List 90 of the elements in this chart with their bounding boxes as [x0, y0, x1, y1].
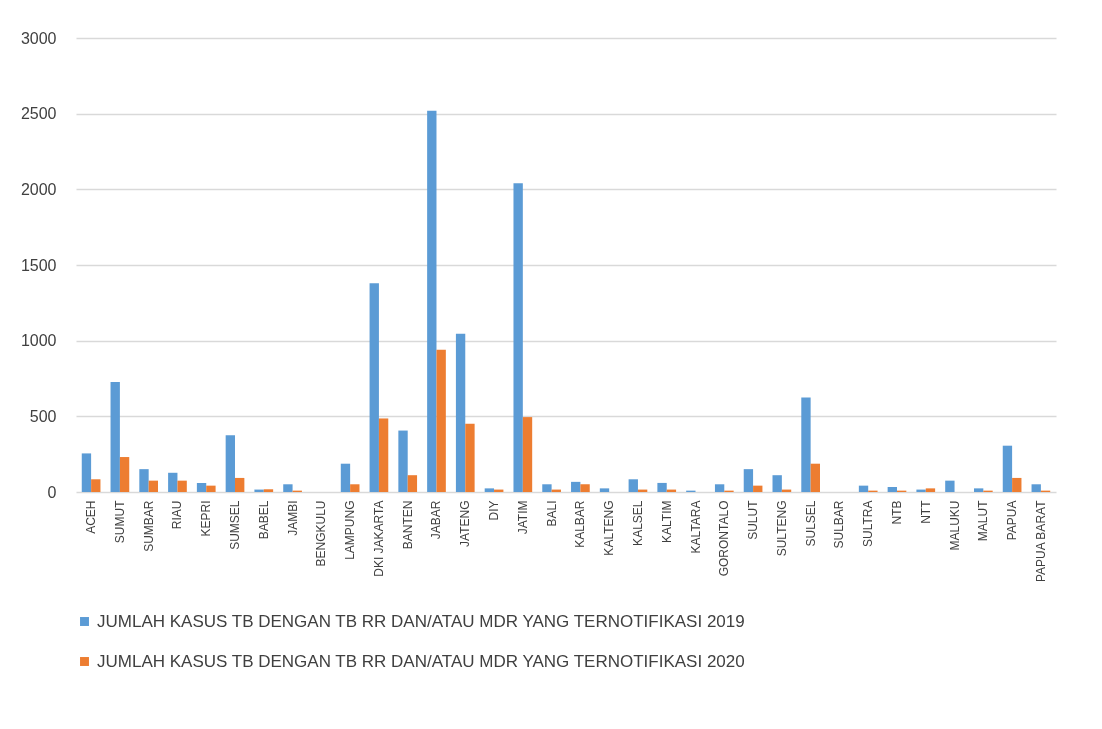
x-tick-label: KALTARA [688, 500, 703, 554]
bar [945, 480, 955, 492]
x-tick-label: SUMSEL [228, 500, 243, 550]
bar [1031, 484, 1041, 492]
y-tick-label: 3000 [20, 29, 57, 47]
bar [513, 183, 523, 492]
bar [369, 283, 379, 492]
legend-label: JUMLAH KASUS TB DENGAN TB RR DAN/ATAU MDR YANG TERNOTIFIKASI 2019 [97, 611, 745, 631]
bar [407, 475, 418, 492]
bar [580, 484, 590, 492]
y-tick-label: 1000 [20, 332, 57, 350]
bar [148, 480, 159, 492]
bar [657, 482, 667, 492]
x-tick-label: NTT [918, 499, 933, 524]
bar [801, 397, 811, 492]
bar [743, 469, 754, 492]
x-tick-label: ACEH [84, 500, 99, 534]
x-tick-label: SULUT [746, 499, 761, 540]
bar [177, 480, 187, 492]
bar [455, 333, 466, 492]
x-tick-label: SUMBAR [141, 500, 156, 552]
bar [139, 469, 149, 492]
bar [522, 417, 533, 492]
x-tick-label: SULSEL [803, 500, 818, 547]
bar [283, 484, 293, 492]
bar [810, 463, 820, 492]
y-tick-label: 0 [47, 483, 57, 501]
x-tick-label: PAPUA [1005, 500, 1020, 541]
x-tick-label: BALI [544, 500, 559, 527]
bar [398, 430, 408, 492]
bar [599, 488, 610, 492]
bar [542, 484, 552, 492]
x-tick-label: JAMBI [285, 500, 300, 536]
bar [1012, 477, 1022, 492]
bar [484, 488, 495, 492]
x-tick-label: GORONTALO [717, 500, 732, 577]
bar [350, 484, 360, 492]
x-tick-label: SULTRA [861, 500, 876, 547]
x-tick-label: SULBAR [832, 500, 847, 549]
bar [206, 485, 216, 492]
bar [571, 481, 581, 492]
bar [973, 488, 984, 492]
x-tick-label: KALTIM [659, 500, 674, 543]
bar [110, 381, 120, 492]
bar [168, 472, 178, 492]
x-tick-label: BABEL [256, 500, 271, 540]
x-tick-label: KEPRI [199, 500, 214, 537]
x-tick-label: MALUKU [947, 500, 962, 551]
bar [753, 485, 763, 492]
x-tick-label: SUMUT [112, 499, 127, 544]
bar [628, 479, 638, 492]
bar [378, 418, 389, 492]
bar [91, 479, 101, 492]
bar [427, 110, 437, 492]
x-tick-label: KALTENG [602, 500, 617, 556]
bar [465, 423, 475, 492]
y-tick-label: 2500 [20, 105, 57, 123]
x-tick-label: NTB [889, 500, 904, 525]
x-tick-label: JATENG [458, 500, 473, 547]
x-tick-label: KALSEL [630, 500, 645, 546]
x-tick-label: LAMPUNG [343, 500, 358, 560]
bar [1002, 445, 1013, 492]
bar [196, 482, 207, 492]
bar [235, 477, 245, 492]
y-tick-label: 2000 [20, 180, 57, 198]
x-tick-label: RIAU [170, 500, 185, 530]
bar [887, 487, 897, 492]
bar [925, 488, 936, 492]
y-tick-label: 500 [29, 407, 57, 425]
y-tick-label: 1500 [20, 256, 57, 274]
x-tick-label: PAPUA BARAT [1033, 499, 1048, 583]
bar [436, 349, 446, 492]
x-tick-label: KALBAR [573, 500, 588, 548]
bar [772, 475, 782, 492]
bar [263, 489, 274, 492]
bar [81, 453, 92, 492]
x-tick-label: SULTENG [774, 500, 789, 557]
x-tick-label: BENGKULU [314, 500, 329, 567]
x-tick-label: MALUT [976, 499, 991, 542]
x-tick-label: JABAR [429, 500, 444, 540]
x-tick-label: DKI JAKARTA [371, 500, 386, 577]
bar [340, 463, 351, 492]
x-tick-label: JATIM [515, 500, 530, 535]
x-tick-label: BANTEN [400, 500, 415, 550]
legend-label: JUMLAH KASUS TB DENGAN TB RR DAN/ATAU MDR YANG TERNOTIFIKASI 2020 [97, 651, 745, 671]
x-tick-label: DIY [487, 500, 502, 521]
bar [119, 457, 130, 492]
bar [858, 485, 869, 492]
bar [225, 435, 236, 492]
bar [714, 484, 725, 492]
